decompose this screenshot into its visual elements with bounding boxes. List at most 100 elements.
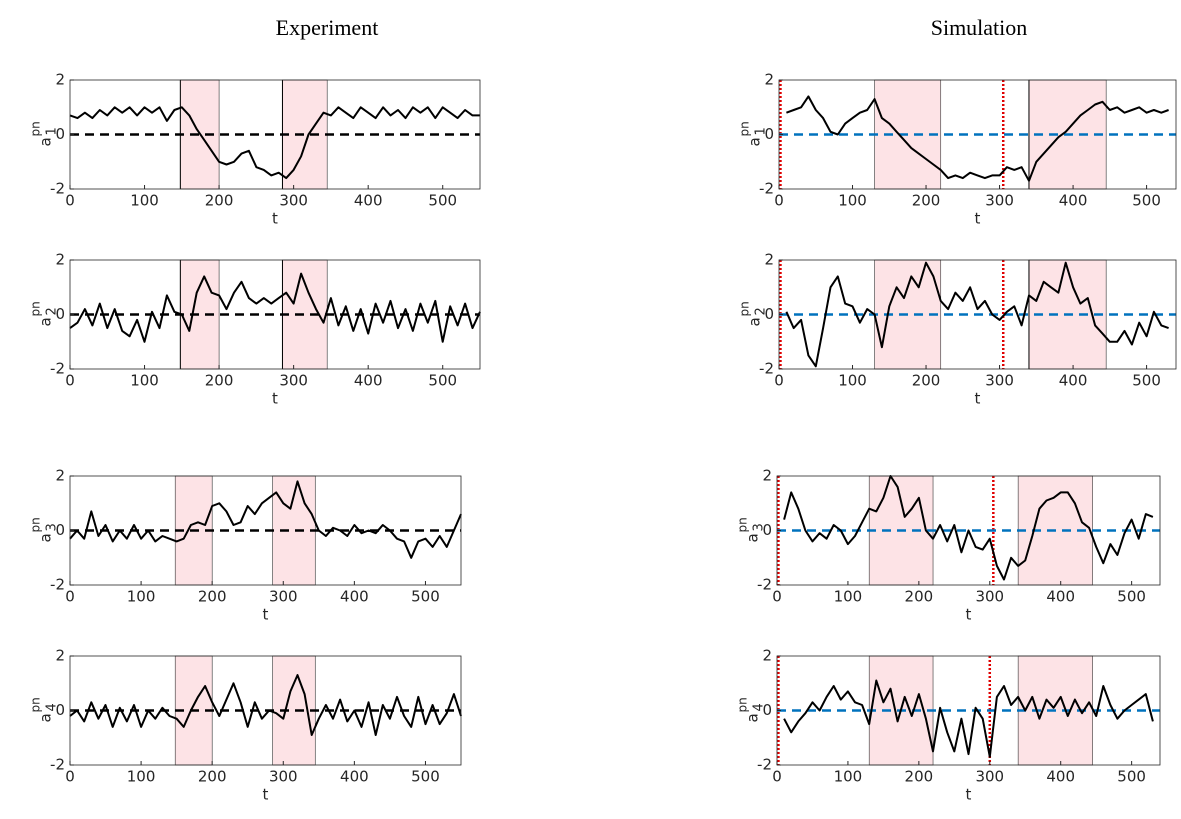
y-axis-label: apn 4 — [29, 697, 60, 722]
y-axis-label: apn 4 — [736, 697, 767, 722]
y-axis-label: apn 2 — [29, 301, 60, 326]
y-label-sup: pn — [29, 301, 43, 316]
x-axis-label: t — [975, 210, 981, 228]
x-tick-label: 0 — [65, 588, 75, 606]
y-tick-label: 2 — [764, 71, 774, 89]
data-line — [69, 480, 462, 559]
shaded-region — [282, 79, 328, 190]
x-tick-label: 200 — [205, 192, 234, 210]
y-tick-label: -2 — [50, 180, 65, 198]
y-tick-label: -2 — [759, 360, 774, 378]
x-tick-label: 400 — [354, 192, 383, 210]
x-tick-label: 100 — [127, 588, 156, 606]
y-tick-label: -2 — [50, 576, 65, 594]
y-tick-label: 0 — [762, 521, 772, 539]
y-label-sup: pn — [736, 697, 750, 712]
y-tick-label: 2 — [55, 251, 65, 269]
data-line — [783, 475, 1154, 581]
x-tick-label: 300 — [279, 372, 308, 390]
y-axis-label: apn 1 — [29, 121, 60, 146]
x-tick-label: 200 — [198, 588, 227, 606]
x-tick-label: 0 — [65, 372, 75, 390]
y-label-sup: pn — [29, 697, 43, 712]
x-tick-label: 300 — [985, 192, 1014, 210]
y-axis-label: apn 1 — [738, 121, 769, 146]
y-label-base: a — [744, 533, 762, 542]
y-label-sub: 3 — [752, 523, 767, 531]
y-tick-label: 0 — [764, 305, 774, 323]
column-title: Simulation — [931, 15, 1028, 40]
x-tick-label: 500 — [428, 192, 457, 210]
y-label-base: a — [37, 713, 55, 722]
y-tick-label: 0 — [55, 125, 65, 143]
x-tick-label: 500 — [1132, 372, 1161, 390]
y-axis-label: apn 3 — [736, 517, 767, 542]
y-tick-label: 2 — [762, 467, 772, 485]
y-tick-label: 2 — [764, 251, 774, 269]
x-tick-label: 100 — [130, 372, 159, 390]
x-tick-label: 100 — [838, 192, 867, 210]
y-tick-label: -2 — [757, 756, 772, 774]
y-label-base: a — [37, 137, 55, 146]
x-tick-label: 100 — [838, 372, 867, 390]
x-tick-label: 400 — [340, 768, 369, 786]
x-tick-label: 300 — [269, 768, 298, 786]
x-tick-label: 100 — [834, 768, 863, 786]
x-tick-label: 300 — [975, 768, 1004, 786]
y-label-sub: 1 — [45, 127, 60, 135]
y-tick-label: -2 — [759, 180, 774, 198]
x-tick-label: 200 — [912, 192, 941, 210]
y-label-sub: 4 — [752, 703, 767, 711]
column-title: Experiment — [276, 15, 379, 40]
y-label-sup: pn — [736, 517, 750, 532]
y-tick-label: 2 — [762, 647, 772, 665]
x-tick-label: 400 — [1059, 192, 1088, 210]
x-tick-label: 500 — [1117, 588, 1146, 606]
y-label-sub: 2 — [754, 307, 769, 315]
x-tick-label: 200 — [205, 372, 234, 390]
y-label-base: a — [744, 713, 762, 722]
x-axis-label: t — [966, 606, 972, 624]
x-tick-label: 300 — [279, 192, 308, 210]
x-tick-label: 400 — [1046, 768, 1075, 786]
y-label-sub: 4 — [45, 703, 60, 711]
data-line — [69, 106, 480, 180]
x-tick-label: 300 — [269, 588, 298, 606]
x-axis-label: t — [263, 606, 269, 624]
data-line — [786, 95, 1169, 182]
x-tick-label: 0 — [65, 768, 75, 786]
x-tick-label: 200 — [198, 768, 227, 786]
shaded-region — [282, 259, 328, 370]
shaded-region — [272, 655, 316, 766]
x-tick-label: 100 — [127, 768, 156, 786]
x-axis-label: t — [975, 390, 981, 408]
y-axis-label: apn 3 — [29, 517, 60, 542]
x-tick-label: 400 — [340, 588, 369, 606]
y-tick-label: -2 — [50, 756, 65, 774]
x-tick-label: 200 — [905, 768, 934, 786]
x-tick-label: 500 — [428, 372, 457, 390]
x-tick-label: 500 — [1117, 768, 1146, 786]
x-tick-label: 400 — [1059, 372, 1088, 390]
data-line — [783, 679, 1154, 758]
y-label-sup: pn — [29, 121, 43, 136]
x-tick-label: 0 — [774, 192, 784, 210]
x-tick-label: 100 — [834, 588, 863, 606]
y-label-base: a — [746, 317, 764, 326]
x-tick-label: 400 — [1046, 588, 1075, 606]
y-tick-label: -2 — [757, 576, 772, 594]
x-tick-label: 0 — [65, 192, 75, 210]
x-tick-label: 100 — [130, 192, 159, 210]
x-tick-label: 400 — [354, 372, 383, 390]
y-label-sub: 3 — [45, 523, 60, 531]
y-tick-label: 2 — [55, 71, 65, 89]
